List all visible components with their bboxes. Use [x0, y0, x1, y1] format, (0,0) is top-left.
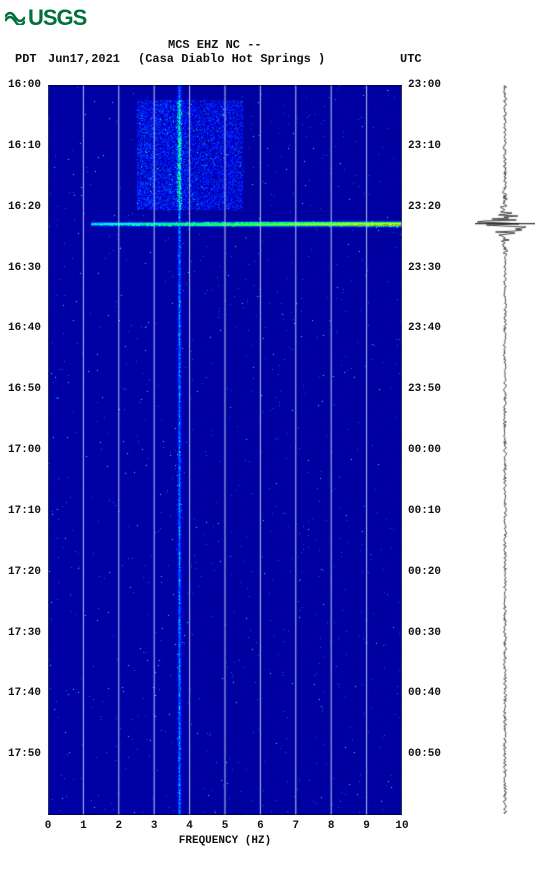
- freq-tick: 6: [257, 820, 264, 832]
- freq-tick: 7: [292, 820, 299, 832]
- utc-tick: 23:00: [408, 79, 441, 91]
- date: Jun17,2021: [48, 52, 120, 66]
- wave-icon: [5, 11, 25, 25]
- seismogram-trace: [475, 85, 535, 815]
- freq-tick: 2: [115, 820, 122, 832]
- utc-tick: 00:00: [408, 444, 441, 456]
- pdt-tick: 17:20: [8, 566, 41, 578]
- pdt-tick: 16:40: [8, 322, 41, 334]
- utc-tick: 00:10: [408, 505, 441, 517]
- freq-tick: 8: [328, 820, 335, 832]
- freq-tick: 0: [45, 820, 52, 832]
- utc-tick: 23:50: [408, 383, 441, 395]
- trace-canvas: [475, 85, 535, 815]
- tz-left: PDT: [15, 52, 37, 66]
- location: (Casa Diablo Hot Springs ): [138, 52, 325, 66]
- freq-tick: 1: [80, 820, 87, 832]
- utc-tick: 23:30: [408, 262, 441, 274]
- pdt-tick: 16:50: [8, 383, 41, 395]
- spectrogram-canvas: [48, 85, 402, 815]
- pdt-tick: 16:10: [8, 140, 41, 152]
- pdt-tick: 16:00: [8, 79, 41, 91]
- freq-tick: 5: [222, 820, 229, 832]
- utc-tick: 00:50: [408, 748, 441, 760]
- utc-tick: 00:20: [408, 566, 441, 578]
- pdt-tick: 17:40: [8, 687, 41, 699]
- pdt-tick: 17:00: [8, 444, 41, 456]
- tz-right: UTC: [400, 52, 422, 66]
- pdt-tick: 17:10: [8, 505, 41, 517]
- spectrogram-chart: [48, 85, 402, 815]
- station-id: MCS EHZ NC --: [168, 38, 262, 52]
- logo-text: USGS: [28, 5, 86, 31]
- pdt-tick: 17:50: [8, 748, 41, 760]
- freq-tick: 10: [395, 820, 408, 832]
- pdt-tick: 16:20: [8, 201, 41, 213]
- utc-tick: 00:30: [408, 627, 441, 639]
- utc-tick: 00:40: [408, 687, 441, 699]
- pdt-tick: 16:30: [8, 262, 41, 274]
- pdt-tick: 17:30: [8, 627, 41, 639]
- usgs-logo: USGS: [5, 5, 86, 31]
- freq-tick: 9: [363, 820, 370, 832]
- freq-tick: 3: [151, 820, 158, 832]
- utc-tick: 23:10: [408, 140, 441, 152]
- freq-tick: 4: [186, 820, 193, 832]
- utc-tick: 23:20: [408, 201, 441, 213]
- x-axis-title: FREQUENCY (HZ): [48, 835, 402, 847]
- utc-tick: 23:40: [408, 322, 441, 334]
